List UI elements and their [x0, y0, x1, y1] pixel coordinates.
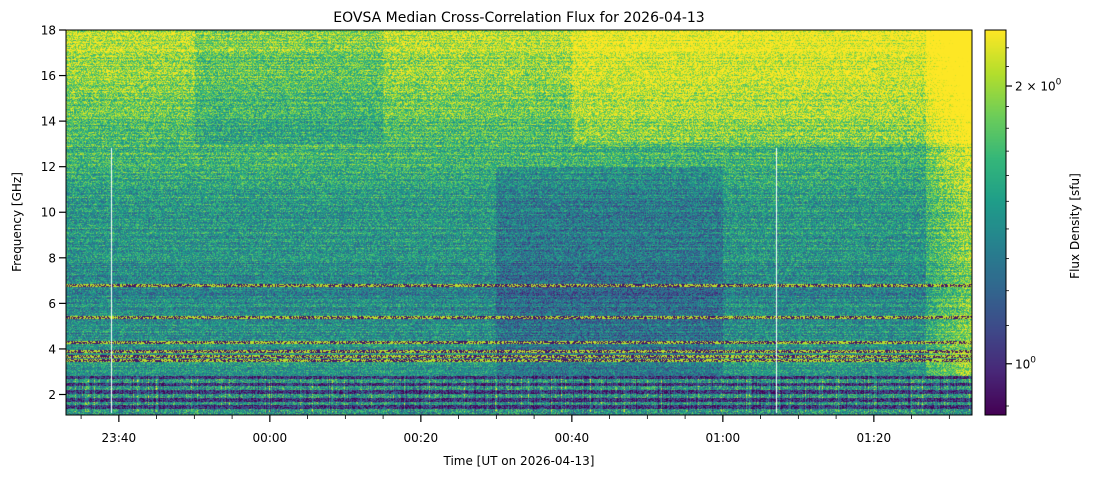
- x-tick-label: 23:40: [102, 431, 137, 445]
- colorbar-label: Flux Density [sfu]: [1068, 173, 1082, 279]
- y-tick-label: 4: [48, 342, 56, 356]
- x-tick-label: 01:20: [857, 431, 892, 445]
- x-axis-label: Time [UT on 2026-04-13]: [443, 454, 595, 468]
- y-axis: 2 4 6 8 10 12 14 16 18: [41, 24, 66, 402]
- x-tick-label: 00:40: [555, 431, 590, 445]
- x-tick-label: 01:00: [706, 431, 741, 445]
- colorbar-ticks: 2 × 100 100: [1006, 47, 1062, 407]
- colorbar-gradient: [985, 30, 1006, 415]
- spectrogram-heatmap: [66, 30, 972, 415]
- colorbar-tick-label: 100: [1015, 355, 1036, 371]
- y-tick-label: 14: [41, 115, 56, 129]
- y-tick-label: 10: [41, 206, 56, 220]
- colorbar-tick-label: 2 × 100: [1015, 78, 1062, 94]
- y-tick-label: 8: [48, 251, 56, 265]
- plot-frame: [65, 29, 973, 416]
- chart-title: EOVSA Median Cross-Correlation Flux for …: [333, 10, 704, 26]
- y-axis-label: Frequency [GHz]: [10, 172, 24, 272]
- plot-area: [65, 29, 973, 416]
- x-tick-label: 00:20: [404, 431, 439, 445]
- y-tick-label: 12: [41, 160, 56, 174]
- colorbar: 2 × 100 100: [984, 29, 1062, 416]
- y-tick-label: 2: [48, 388, 56, 402]
- x-axis: 23:40 00:00 00:20 00:40 01:00 01:20: [80, 415, 950, 445]
- x-tick-label: 00:00: [253, 431, 288, 445]
- y-tick-label: 18: [41, 24, 56, 38]
- colorbar-frame: [984, 29, 1007, 416]
- y-tick-label: 6: [48, 297, 56, 311]
- y-tick-label: 16: [41, 69, 56, 83]
